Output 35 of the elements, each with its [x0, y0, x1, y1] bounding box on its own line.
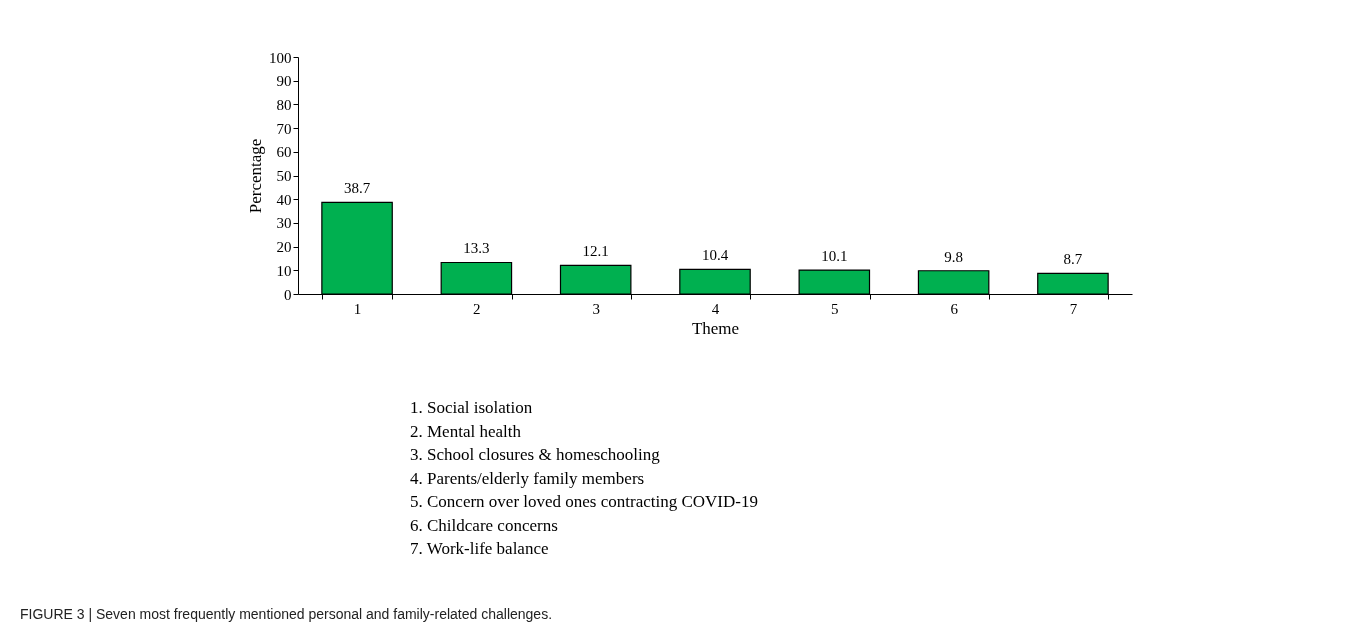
x-tick-label: 6 — [950, 300, 959, 317]
x-axis-title: Theme — [691, 318, 740, 338]
y-tick-label: 30 — [276, 215, 292, 232]
x-tick-label: 1 — [353, 300, 362, 317]
y-tick-label: 100 — [269, 49, 292, 66]
y-tick-label: 50 — [276, 168, 292, 184]
data-label: 38.7 — [343, 180, 371, 197]
y-tick-label: 70 — [276, 120, 292, 137]
x-tick-label: 3 — [592, 300, 600, 317]
data-label: 10.4 — [701, 247, 729, 264]
text: 4. Parents/elderly family members — [410, 468, 645, 488]
x-tick-label: 7 — [1069, 300, 1078, 317]
y-tick-label: 20 — [276, 239, 292, 256]
y-axis-title: Percentage — [246, 138, 265, 214]
y-tick-label: 60 — [276, 144, 292, 161]
data-label: 13.3 — [463, 240, 490, 257]
y-tick-label: 90 — [276, 73, 292, 90]
y-tick-label: 80 — [276, 96, 292, 113]
data-label: 8.7 — [1063, 251, 1083, 268]
text: 3. School closures & homeschooling — [410, 445, 661, 464]
text: 6. Childcare concerns — [410, 515, 558, 535]
data-label: 9.8 — [944, 248, 963, 265]
text: 2. Mental health — [410, 421, 522, 441]
y-tick-label: 0 — [284, 286, 292, 303]
x-tick-label: 4 — [711, 300, 720, 317]
x-tick-label: 5 — [831, 300, 839, 317]
text: 1. Social isolation — [410, 398, 533, 417]
x-tick-label: 2 — [473, 300, 481, 317]
data-label: 12.1 — [582, 243, 609, 260]
text: 5. Concern over loved ones contracting COVID-19 — [410, 492, 758, 511]
data-label: 10.1 — [821, 248, 848, 265]
y-tick-label: 10 — [276, 262, 292, 279]
caption: FIGURE 3 | Seven most frequently mentioned personal and family-related challenges. — [20, 606, 553, 622]
text: 7. Work-life balance — [410, 539, 549, 558]
y-tick-label: 40 — [276, 191, 292, 208]
